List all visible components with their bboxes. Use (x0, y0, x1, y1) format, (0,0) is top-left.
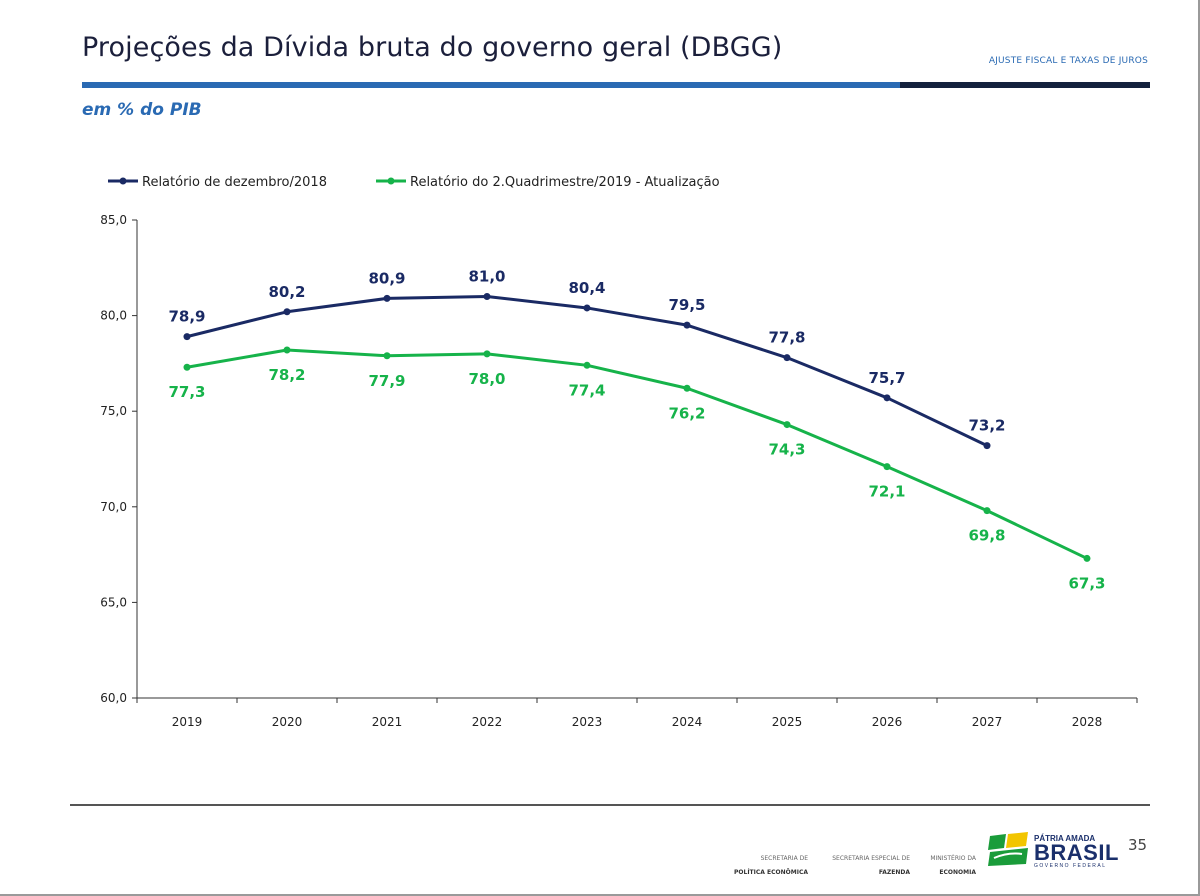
gov-brand-logo: PÁTRIA AMADA BRASIL GOVERNO FEDERAL (1034, 834, 1119, 869)
data-label: 72,1 (868, 483, 905, 501)
data-label: 77,4 (568, 381, 605, 399)
y-tick-label: 65,0 (100, 595, 127, 609)
footer-org-economia: MINISTÉRIO DA ECONOMIA (912, 848, 976, 876)
footer-org-name: ECONOMIA (939, 869, 976, 876)
y-tick-label: 80,0 (100, 309, 127, 323)
data-point (283, 308, 291, 316)
data-label: 69,8 (968, 527, 1005, 545)
data-label: 77,8 (768, 329, 805, 347)
legend-label: Relatório do 2.Quadrimestre/2019 - Atual… (410, 175, 720, 190)
footer-org-label: MINISTÉRIO DA (930, 855, 976, 862)
footer-org-label: SECRETARIA ESPECIAL DE (832, 855, 910, 862)
data-point (183, 333, 191, 341)
x-tick-label: 2026 (872, 715, 903, 729)
data-point (483, 292, 491, 300)
data-label: 78,9 (168, 308, 205, 326)
data-point (783, 421, 791, 429)
data-label: 73,2 (968, 417, 1005, 435)
data-point (183, 363, 191, 371)
brand-tagline: PÁTRIA AMADA (1034, 834, 1096, 843)
data-label: 78,0 (468, 370, 505, 388)
data-label: 80,2 (268, 283, 305, 301)
series-line-2 (186, 348, 1088, 560)
data-point (883, 463, 891, 471)
data-label: 67,3 (1068, 574, 1105, 592)
legend-swatch-marker (387, 177, 395, 185)
footer-divider (70, 804, 1150, 806)
data-point (883, 394, 891, 402)
brazil-flag-icon (988, 832, 1028, 866)
x-tick-label: 2021 (372, 715, 403, 729)
brand-name: BRASIL (1034, 840, 1119, 865)
legend-swatch-marker (119, 177, 127, 185)
x-tick-label: 2024 (672, 715, 703, 729)
footer-org-label: SECRETARIA DE (760, 855, 808, 862)
data-label: 78,2 (268, 366, 305, 384)
x-tick-label: 2019 (172, 715, 203, 729)
data-point (283, 346, 291, 354)
data-point (583, 361, 591, 369)
data-point (383, 294, 391, 302)
data-point (583, 304, 591, 312)
data-label: 77,3 (168, 383, 205, 401)
line-chart: 60,0 65,0 70,0 75,0 80,0 85,0 2019 2020 2021 2022… (100, 175, 1138, 729)
y-tick-label: 85,0 (100, 213, 127, 227)
chart-subtitle: em % do PIB (82, 100, 202, 120)
data-point (683, 321, 691, 329)
data-point (983, 442, 991, 450)
data-point (1083, 554, 1091, 562)
data-label: 81,0 (468, 267, 505, 285)
x-tick-label: 2027 (972, 715, 1003, 729)
data-point (683, 384, 691, 392)
section-tag: AJUSTE FISCAL E TAXAS DE JUROS (988, 56, 1148, 66)
data-label: 80,9 (368, 269, 405, 287)
x-tick-label: 2020 (272, 715, 303, 729)
y-tick-label: 60,0 (100, 691, 127, 705)
data-label: 74,3 (768, 441, 805, 459)
data-label: 77,9 (368, 372, 405, 390)
data-point (783, 354, 791, 362)
brand-subtitle: GOVERNO FEDERAL (1034, 863, 1107, 869)
header-bar-blue (82, 82, 900, 88)
data-label: 76,2 (668, 404, 705, 422)
page-number: 35 (1128, 836, 1148, 854)
data-point (483, 350, 491, 358)
data-point (983, 507, 991, 515)
footer-org-politica-economica: SECRETARIA DE POLÍTICA ECONÔMICA (728, 848, 808, 876)
legend-label: Relatório de dezembro/2018 (142, 175, 327, 190)
x-tick-label: 2022 (472, 715, 503, 729)
footer-org-name: POLÍTICA ECONÔMICA (734, 869, 808, 876)
footer-org-name: FAZENDA (878, 869, 910, 876)
data-label: 75,7 (868, 369, 905, 387)
series-line-1 (186, 294, 988, 447)
x-tick-label: 2025 (772, 715, 803, 729)
data-label: 79,5 (668, 296, 705, 314)
x-tick-label: 2028 (1072, 715, 1103, 729)
footer-org-fazenda: SECRETARIA ESPECIAL DE FAZENDA (818, 848, 910, 876)
header-bar-dark (900, 82, 1150, 88)
x-tick-label: 2023 (572, 715, 603, 729)
y-tick-label: 70,0 (100, 500, 127, 514)
y-tick-label: 75,0 (100, 404, 127, 418)
data-point (383, 352, 391, 360)
page-title: Projeções da Dívida bruta do governo ger… (82, 32, 783, 63)
data-label: 80,4 (568, 279, 605, 297)
